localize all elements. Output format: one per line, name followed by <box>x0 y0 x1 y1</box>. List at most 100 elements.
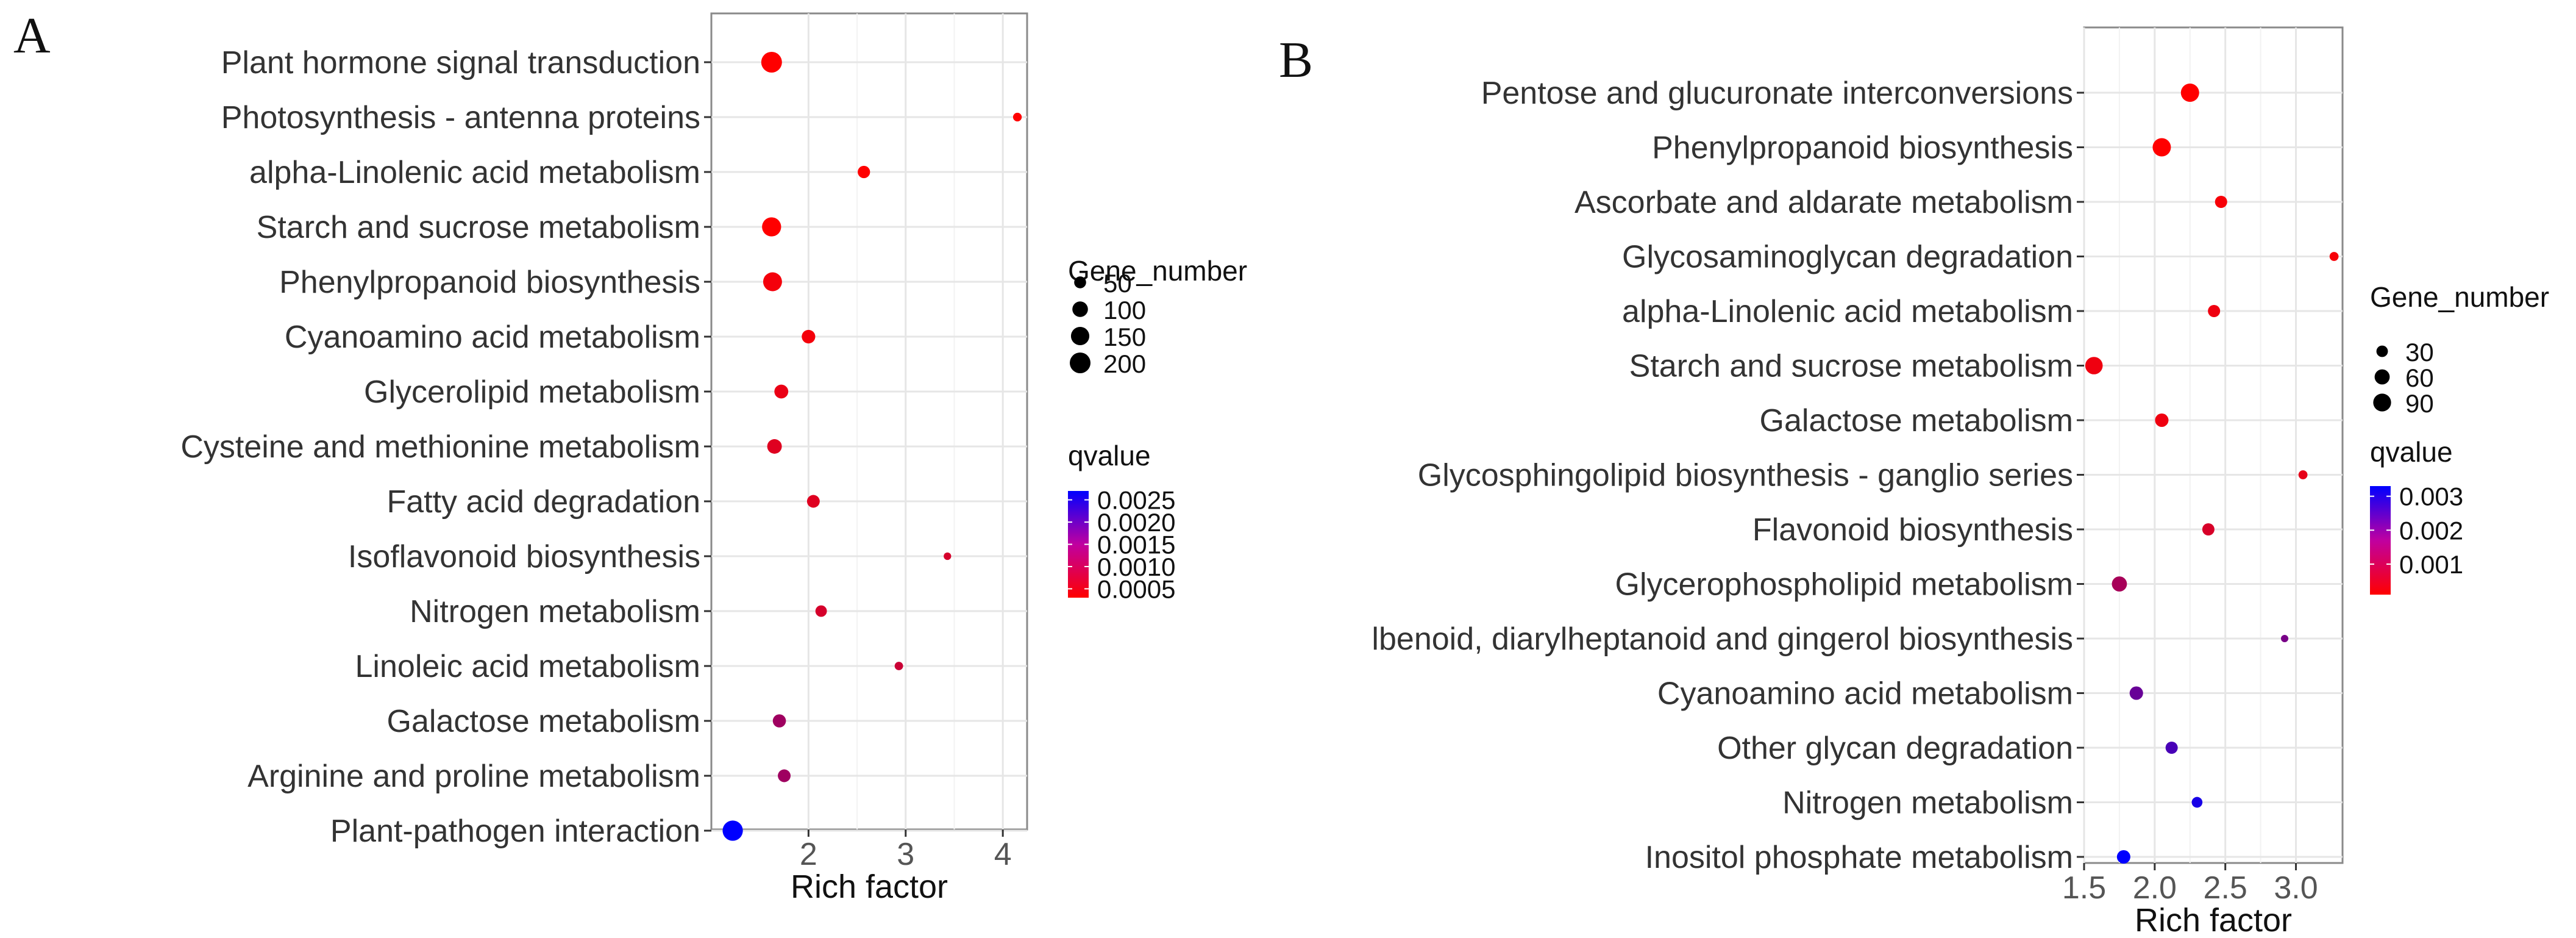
size-legend-label: 100 <box>1103 296 1146 324</box>
color-legend-label: 0.0025 <box>1097 486 1175 515</box>
size-legend-label: 60 <box>2405 363 2434 392</box>
category-label: Glycosaminoglycan degradation <box>1622 240 2073 275</box>
data-point <box>2280 634 2289 643</box>
data-point <box>858 165 870 179</box>
category-label: Nitrogen metabolism <box>410 594 700 629</box>
category-label: Galactose metabolism <box>1760 403 2073 439</box>
x-tick-label: 4 <box>994 837 1012 872</box>
size-legend-title: Gene_number <box>2370 281 2549 313</box>
x-tick-label: 2.0 <box>2133 870 2177 906</box>
color-legend-label: 0.0010 <box>1097 553 1175 581</box>
category-label: Glycerophospholipid metabolism <box>1615 567 2074 603</box>
size-legend-dot <box>1074 276 1086 288</box>
data-point <box>2155 413 2169 428</box>
category-label: Plant hormone signal transduction <box>221 45 700 81</box>
data-point <box>2180 84 2199 102</box>
category-label: Flavonoid biosynthesis <box>1752 512 2073 548</box>
color-legend-label: 0.002 <box>2399 516 2463 545</box>
data-point <box>2112 576 2127 592</box>
color-legend-title: qvalue <box>1068 440 1151 471</box>
data-point <box>2085 357 2103 374</box>
data-point <box>767 439 782 454</box>
category-label: Linoleic acid metabolism <box>355 649 701 684</box>
size-legend-title: Gene_number <box>1068 255 1247 287</box>
data-point <box>944 552 952 560</box>
data-point <box>2129 686 2143 700</box>
data-point <box>802 329 816 344</box>
category-label: Galactose metabolism <box>387 704 700 739</box>
data-point <box>2329 252 2339 261</box>
data-point <box>894 662 903 670</box>
size-legend-label: 200 <box>1103 349 1146 378</box>
category-label: Inositol phosphate metabolism <box>1645 840 2073 875</box>
category-label: Photosynthesis - antenna proteins <box>221 100 700 135</box>
color-legend-bar <box>2370 486 2391 595</box>
color-legend-label: 0.0005 <box>1097 575 1175 603</box>
x-tick-label: 2.5 <box>2204 870 2247 906</box>
size-legend-label: 150 <box>1103 323 1146 351</box>
category-label: Cyanoamino acid metabolism <box>1657 676 2073 712</box>
x-tick-label: 2 <box>800 837 817 872</box>
data-point <box>2191 797 2203 808</box>
category-label: Phenylpropanoid biosynthesis <box>1652 131 2073 166</box>
color-legend-title: qvalue <box>2370 436 2453 468</box>
data-point <box>2202 523 2215 535</box>
category-label: Arginine and proline metabolism <box>247 759 700 794</box>
category-label: Plant-pathogen interaction <box>330 814 700 849</box>
category-label: Cyanoamino acid metabolism <box>285 320 700 355</box>
category-label: Glycosphingolipid biosynthesis - ganglio… <box>1418 458 2073 493</box>
x-axis-label: Rich factor <box>2135 902 2292 938</box>
size-legend-dot <box>1070 353 1091 373</box>
panel-a-chart: Plant hormone signal transduction Photosy… <box>180 12 1247 905</box>
category-label: alpha-Linolenic acid metabolism <box>249 155 700 190</box>
data-point <box>2152 138 2171 157</box>
category-label: Nitrogen metabolism <box>1782 786 2073 821</box>
data-point <box>722 820 743 841</box>
x-axis-label: Rich factor <box>791 868 948 905</box>
size-legend-label: 30 <box>2405 338 2434 367</box>
category-label: Isoflavonoid biosynthesis <box>348 539 700 575</box>
data-point <box>1012 112 1022 122</box>
data-point <box>762 217 781 237</box>
data-point <box>778 769 791 782</box>
x-tick-label: 1.5 <box>2062 870 2106 906</box>
category-label: Cysteine and methionine metabolism <box>180 429 700 465</box>
category-label: Ascorbate and aldarate metabolism <box>1574 185 2073 220</box>
category-label: Fatty acid degradation <box>386 484 700 520</box>
category-label: Starch and sucrose metabolism <box>1629 349 2073 384</box>
plot-area <box>710 12 1028 831</box>
size-legend-dot <box>1072 301 1088 317</box>
data-point <box>2298 470 2308 479</box>
category-label: lbenoid, diarylheptanoid and gingerol bi… <box>1372 621 2073 657</box>
color-legend-label: 0.0015 <box>1097 531 1175 559</box>
x-tick-label: 3 <box>897 837 914 872</box>
category-label: Starch and sucrose metabolism <box>257 210 700 245</box>
data-point <box>774 384 789 399</box>
panel-b-letter: B <box>1279 32 1314 88</box>
size-legend-dot <box>2373 393 2391 412</box>
data-point <box>761 52 782 73</box>
data-point <box>806 495 820 508</box>
data-point <box>2215 196 2227 208</box>
category-label: Other glycan degradation <box>1717 731 2073 766</box>
data-point <box>815 605 827 617</box>
category-label: Glycerolipid metabolism <box>364 374 700 410</box>
panel-b-chart: Pentose and glucuronate interconversions… <box>1372 26 2549 938</box>
category-label: alpha-Linolenic acid metabolism <box>1622 294 2073 329</box>
panel-a-letter: A <box>13 7 51 64</box>
color-legend-label: 0.001 <box>2399 550 2463 579</box>
x-tick-label: 3.0 <box>2274 870 2318 906</box>
data-point <box>2208 305 2221 317</box>
size-legend-dot <box>1070 326 1090 346</box>
category-label: Phenylpropanoid biosynthesis <box>279 265 700 300</box>
plot-area <box>2083 26 2344 864</box>
data-point <box>2165 742 2178 754</box>
data-point <box>2116 850 2130 864</box>
size-legend-dot <box>2374 369 2390 385</box>
size-legend-label: 50 <box>1103 269 1132 298</box>
size-legend-label: 90 <box>2405 389 2434 418</box>
color-legend-label: 0.0020 <box>1097 508 1175 537</box>
category-label: Pentose and glucuronate interconversions <box>1481 76 2073 111</box>
data-point <box>772 714 786 728</box>
